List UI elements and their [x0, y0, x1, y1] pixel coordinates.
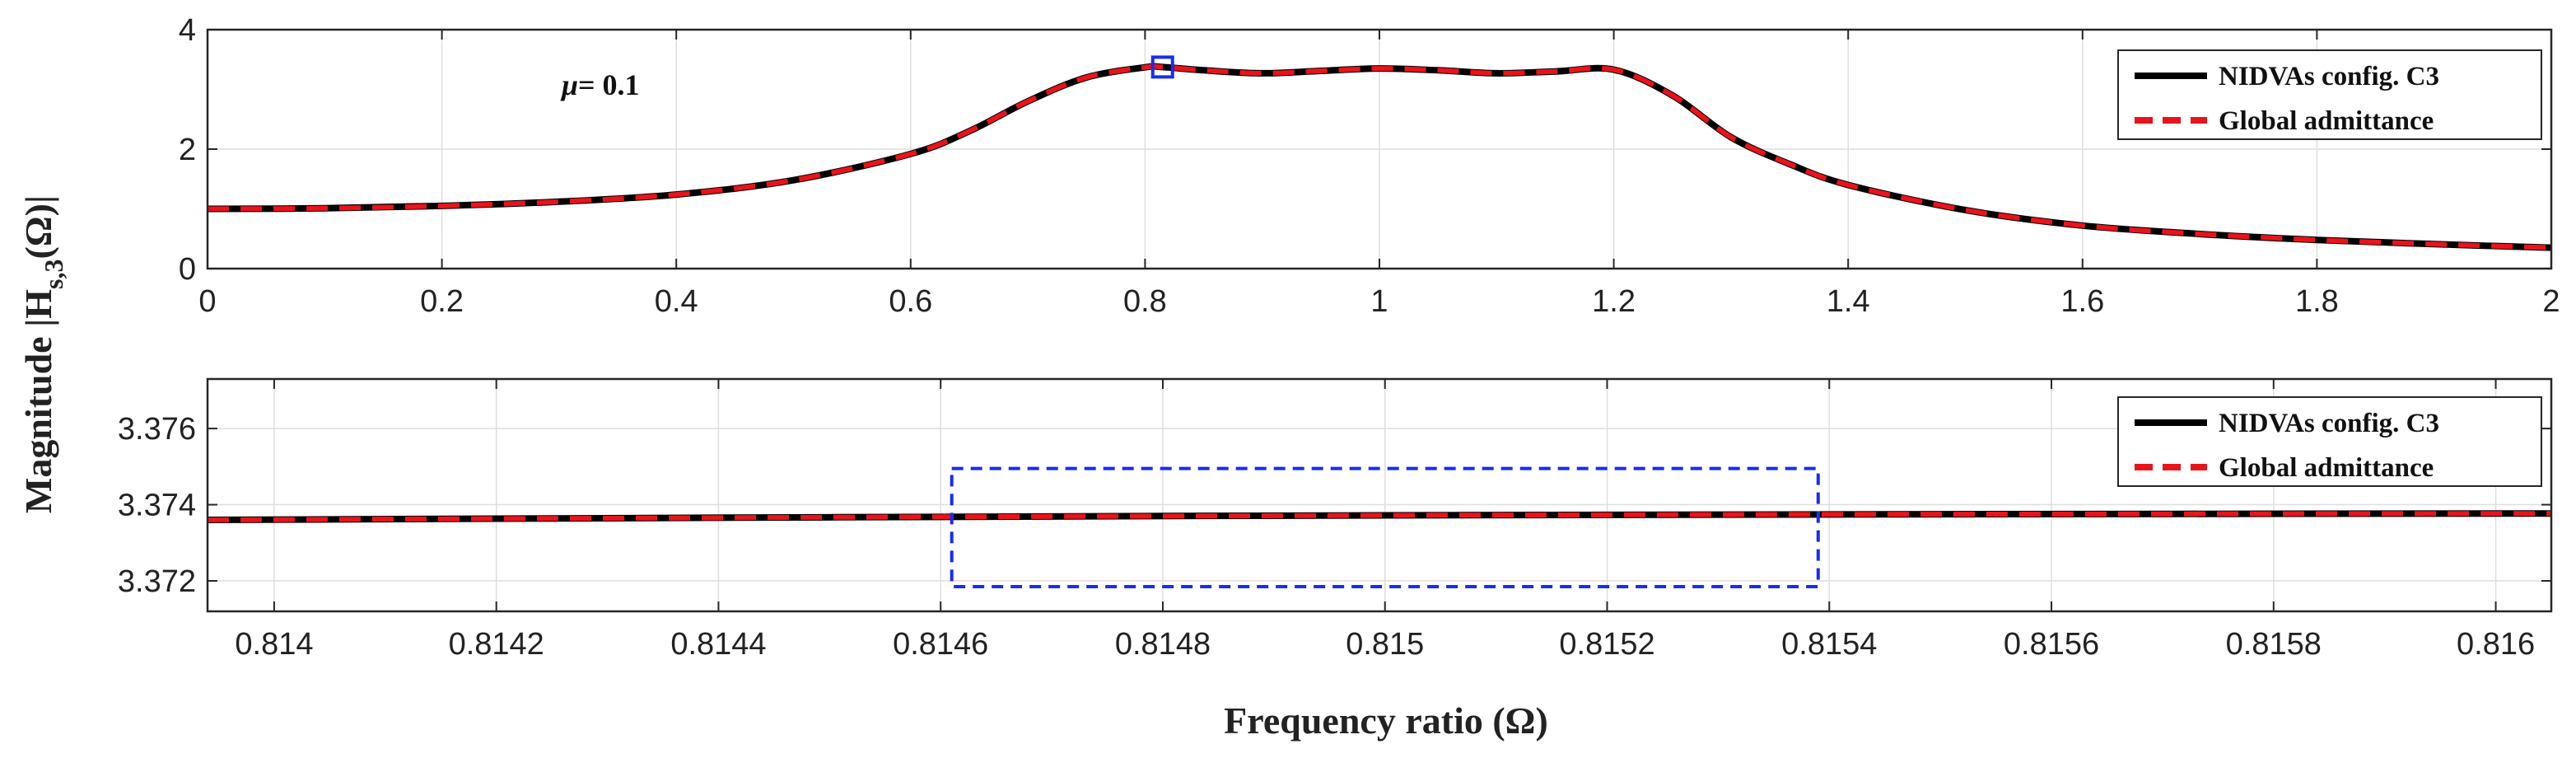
x-tick-label: 0.8142 [449, 627, 544, 662]
x-tick-label: 1.4 [1827, 284, 1870, 319]
x-tick-label: 0.8156 [2004, 627, 2099, 662]
bottom-legend-label-2: Global admittance [2219, 453, 2434, 483]
x-tick-label: 0.8152 [1559, 627, 1654, 662]
top-ticks: 0 0.2 0.4 0.6 0.8 1 1.2 1.4 1.6 1.8 2 0 2 4 [179, 13, 2560, 319]
y-axis-label: Magnitude |Hs,3(Ω)| [17, 195, 68, 513]
bottom-legend: NIDVAs config. C3 Global admittance [2117, 396, 2542, 487]
bottom-legend-label-1: NIDVAs config. C3 [2219, 409, 2439, 438]
bottom-ticks: 0.814 0.8142 0.8144 0.8146 0.8148 0.815 0.8152… [118, 379, 2551, 662]
x-tick-label: 0.4 [655, 284, 698, 319]
x-tick-label: 0.8154 [1781, 627, 1877, 662]
x-tick-label: 0.8146 [893, 627, 988, 662]
x-tick-label: 0.6 [889, 284, 932, 319]
x-tick-label: 0.8144 [670, 627, 766, 662]
x-tick-label: 0.815 [1346, 627, 1424, 662]
x-tick-label: 0.814 [235, 627, 313, 662]
top-panel: 0 0.2 0.4 0.6 0.8 1 1.2 1.4 1.6 1.8 2 0 2 4 μ= 0.1 NI… [179, 13, 2560, 319]
x-tick-label: 0.8158 [2226, 627, 2322, 662]
bottom-axes-frame [206, 377, 2553, 613]
y-tick-label: 0 [179, 252, 196, 287]
y-tick-label: 2 [179, 133, 196, 167]
x-tick-label: 2 [2542, 284, 2560, 319]
bottom-panel: 0.814 0.8142 0.8144 0.8146 0.8148 0.815 0.8152… [118, 377, 2553, 662]
top-series [207, 55, 2552, 251]
x-tick-label: 0.8 [1123, 284, 1167, 319]
x-tick-label: 0.816 [2457, 627, 2535, 662]
x-tick-label: 1 [1370, 284, 1388, 319]
zoom-marker-square [1150, 55, 1174, 79]
mu-annotation: μ= 0.1 [560, 68, 640, 101]
top-legend: NIDVAs config. C3 Global admittance [2117, 49, 2542, 140]
top-legend-label-2: Global admittance [2219, 106, 2434, 136]
bottom-legend-box [2117, 396, 2542, 487]
x-tick-label: 1.2 [1592, 284, 1636, 319]
y-tick-label: 3.376 [118, 412, 196, 447]
top-legend-label-1: NIDVAs config. C3 [2219, 62, 2439, 91]
x-tick-label: 1.8 [2295, 284, 2339, 319]
x-tick-label: 0.2 [420, 284, 464, 319]
series-line-global-admittance [207, 511, 2552, 523]
bottom-series [207, 466, 2552, 588]
top-legend-box [2117, 49, 2542, 140]
x-tick-label: 0.8148 [1115, 627, 1211, 662]
x-tick-label: 0 [198, 284, 216, 319]
y-tick-label: 3.372 [118, 564, 196, 599]
x-tick-label: 1.6 [2060, 284, 2104, 319]
y-tick-label: 3.374 [118, 489, 196, 523]
x-axis-label: Frequency ratio (Ω) [1224, 700, 1548, 742]
y-tick-label: 4 [179, 13, 196, 48]
series-line-global-admittance [207, 63, 2552, 250]
